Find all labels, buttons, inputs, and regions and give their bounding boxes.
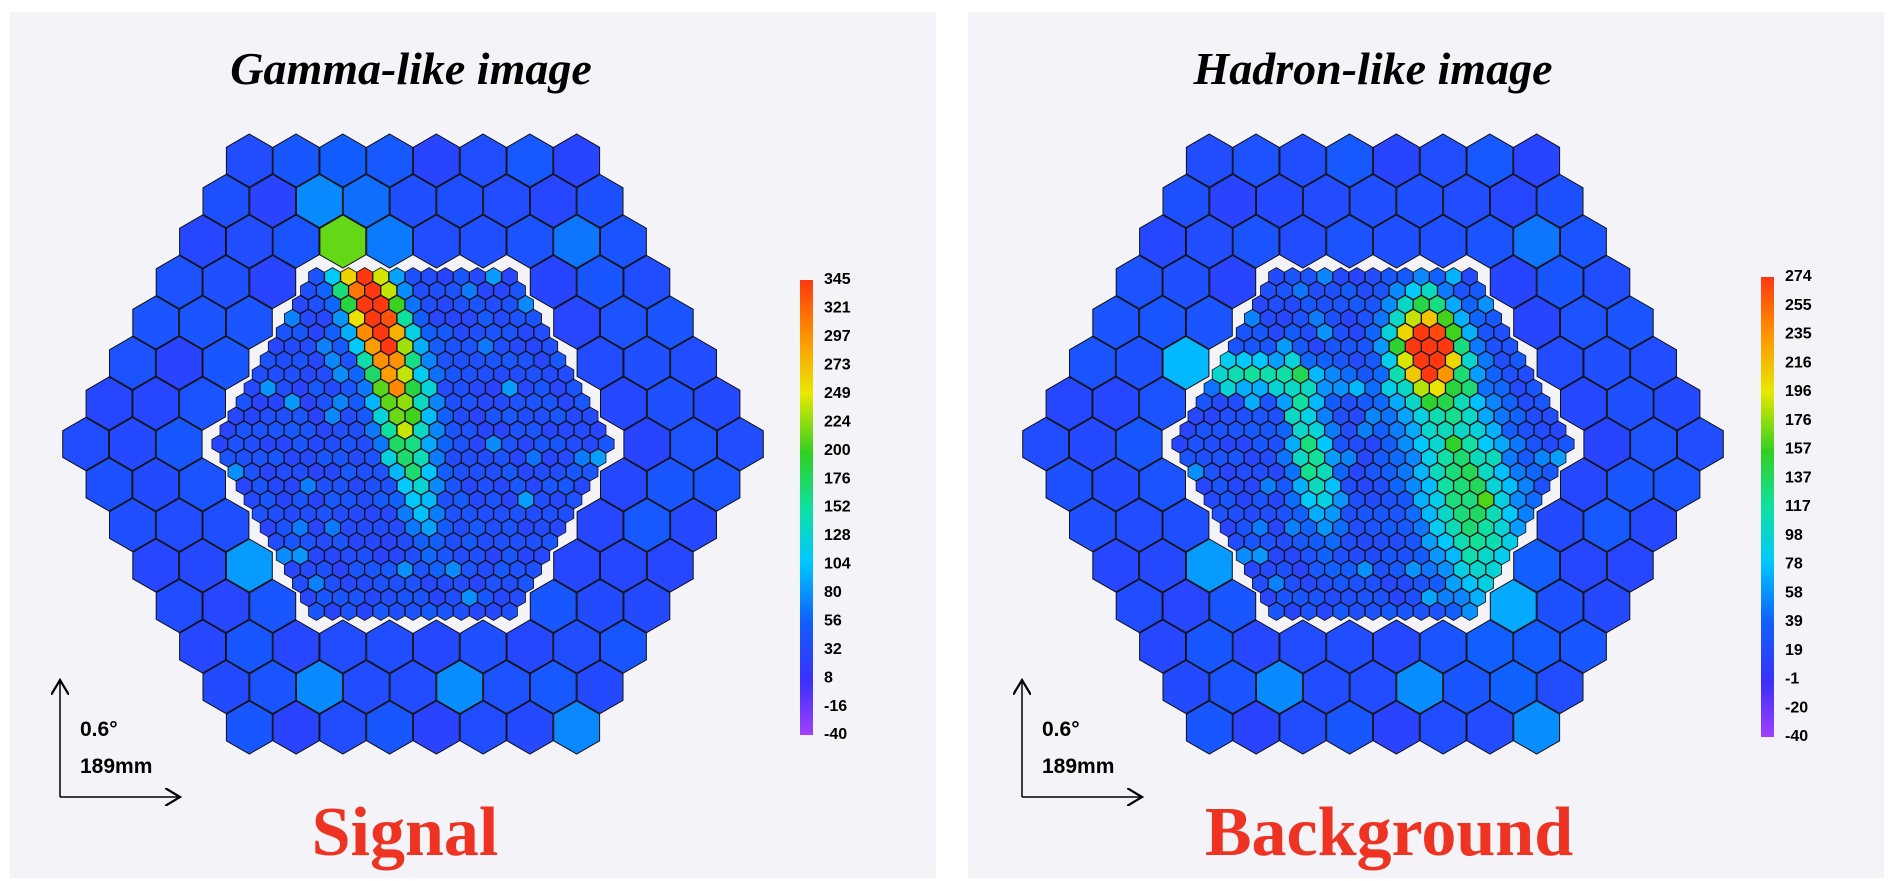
panel-title: Hadron-like image bbox=[1192, 43, 1552, 94]
colorbar-label: 104 bbox=[824, 556, 851, 573]
colorbar-label: 58 bbox=[1785, 584, 1803, 601]
colorbar-label: -40 bbox=[1785, 728, 1808, 745]
colorbar-label: 249 bbox=[824, 385, 851, 402]
colorbar-label: 32 bbox=[824, 641, 842, 658]
colorbar-label: 297 bbox=[824, 328, 851, 345]
colorbar-label: -1 bbox=[1785, 671, 1799, 688]
panel-title: Gamma-like image bbox=[230, 43, 592, 94]
colorbar bbox=[800, 280, 813, 735]
colorbar bbox=[1761, 277, 1774, 737]
colorbar-label: -16 bbox=[824, 698, 847, 715]
scale-angle: 0.6° bbox=[1042, 718, 1080, 741]
colorbar-label: 224 bbox=[824, 413, 851, 430]
colorbar-label: 117 bbox=[1785, 498, 1811, 515]
colorbar-label: 274 bbox=[1785, 268, 1812, 285]
colorbar-label: 56 bbox=[824, 612, 842, 629]
colorbar-label: -20 bbox=[1785, 699, 1808, 716]
colorbar-label: 216 bbox=[1785, 354, 1812, 371]
colorbar-label: 8 bbox=[824, 669, 833, 686]
colorbar-label: 98 bbox=[1785, 527, 1803, 544]
colorbar-label: 128 bbox=[824, 527, 851, 544]
colorbar-label: 39 bbox=[1785, 613, 1803, 630]
colorbar-label: 235 bbox=[1785, 326, 1812, 343]
colorbar-label: 196 bbox=[1785, 383, 1812, 400]
panel: Hadron-like image 274 255 235 216 196 176 157 1… bbox=[968, 12, 1884, 878]
camera-pixel bbox=[599, 435, 615, 453]
figure: Gamma-like image 345 321 297 273 249 224 200 17… bbox=[0, 0, 1894, 881]
colorbar-label: 345 bbox=[824, 271, 851, 288]
scale-angle: 0.6° bbox=[80, 718, 118, 741]
colorbar-label: 157 bbox=[1785, 441, 1812, 458]
colorbar-label: 255 bbox=[1785, 297, 1812, 314]
colorbar-label: 176 bbox=[824, 470, 851, 487]
colorbar-label: 19 bbox=[1785, 642, 1803, 659]
colorbar-label: 152 bbox=[824, 499, 851, 516]
colorbar-label: 137 bbox=[1785, 469, 1812, 486]
scale-length: 189mm bbox=[80, 755, 152, 778]
camera-pixel bbox=[1559, 435, 1575, 453]
caption: Background bbox=[1205, 794, 1573, 871]
colorbar-label: 200 bbox=[824, 442, 851, 459]
caption: Signal bbox=[312, 794, 499, 871]
colorbar-label: -40 bbox=[824, 726, 847, 743]
panel: Gamma-like image 345 321 297 273 249 224 200 17… bbox=[10, 12, 936, 878]
scale-length: 189mm bbox=[1042, 755, 1114, 778]
colorbar-label: 78 bbox=[1785, 556, 1803, 573]
colorbar-label: 80 bbox=[824, 584, 842, 601]
colorbar-label: 176 bbox=[1785, 412, 1812, 429]
colorbar-label: 273 bbox=[824, 357, 851, 374]
colorbar-label: 321 bbox=[824, 300, 851, 317]
